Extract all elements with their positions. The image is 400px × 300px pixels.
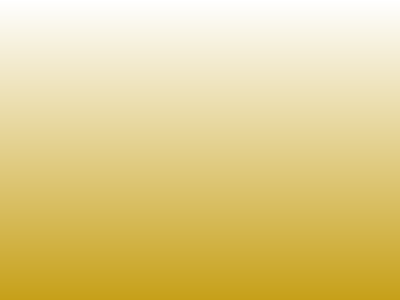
- Text: Effectiveness/
Leverage: Effectiveness/ Leverage: [200, 116, 261, 136]
- Text: PPP Arena: PPP Arena: [60, 121, 106, 130]
- Text: Low but widespread: Low but widespread: [196, 151, 266, 157]
- Text: Modest and
concentrated: Modest and concentrated: [208, 202, 254, 216]
- Text: VII: VII: [78, 261, 88, 267]
- Bar: [37, 111, 363, 278]
- Bar: [37, 140, 363, 168]
- Text: High and widespread: High and widespread: [194, 261, 268, 267]
- Text: Modest and
concentrated: Modest and concentrated: [208, 175, 254, 188]
- Bar: [37, 195, 363, 223]
- Bar: [37, 168, 363, 195]
- Text: 2%: 2%: [152, 233, 163, 239]
- Text: Promotion: Promotion: [301, 178, 337, 184]
- Text: Legislation/
Promotion/
Regulation/
Support: Legislation/ Promotion/ Regulation/ Supp…: [299, 222, 339, 251]
- Text: Private Toll Roads: Private Toll Roads: [48, 206, 118, 212]
- Text: 10-15%: 10-15%: [144, 151, 171, 157]
- Text: Established: Established: [299, 151, 339, 157]
- Bar: [37, 250, 363, 278]
- Text: VMT/Pricing Program
Management: VMT/Pricing Program Management: [41, 230, 124, 243]
- Text: Public-Private Partnerships 14: Public-Private Partnerships 14: [132, 290, 268, 299]
- Text: D/B Fixed Price
Contracting: D/B Fixed Price Contracting: [53, 147, 113, 161]
- Text: 10%: 10%: [150, 178, 166, 184]
- Text: Federal
Role: Federal Role: [302, 116, 335, 136]
- Text: Outsourcing of
Maintenance & Ops: Outsourcing of Maintenance & Ops: [44, 175, 121, 188]
- Bar: [37, 111, 363, 140]
- Text: 25%: 25%: [150, 261, 166, 267]
- Text: 10%: 10%: [150, 206, 166, 212]
- Text: Potential Market Value of PPPs: Potential Market Value of PPPs: [17, 34, 383, 53]
- Text: Potential %
Total Highway
Expenditure: Potential % Total Highway Expenditure: [127, 110, 188, 141]
- Text: High and widespread: High and widespread: [194, 233, 268, 239]
- Bar: [37, 223, 363, 250]
- Text: Legislation/
Promotion/
Regulation/
Support: Legislation/ Promotion/ Regulation/ Supp…: [299, 250, 339, 278]
- Text: Legislation/
Promotion/
Regulation/
Support: Legislation/ Promotion/ Regulation/ Supp…: [299, 195, 339, 223]
